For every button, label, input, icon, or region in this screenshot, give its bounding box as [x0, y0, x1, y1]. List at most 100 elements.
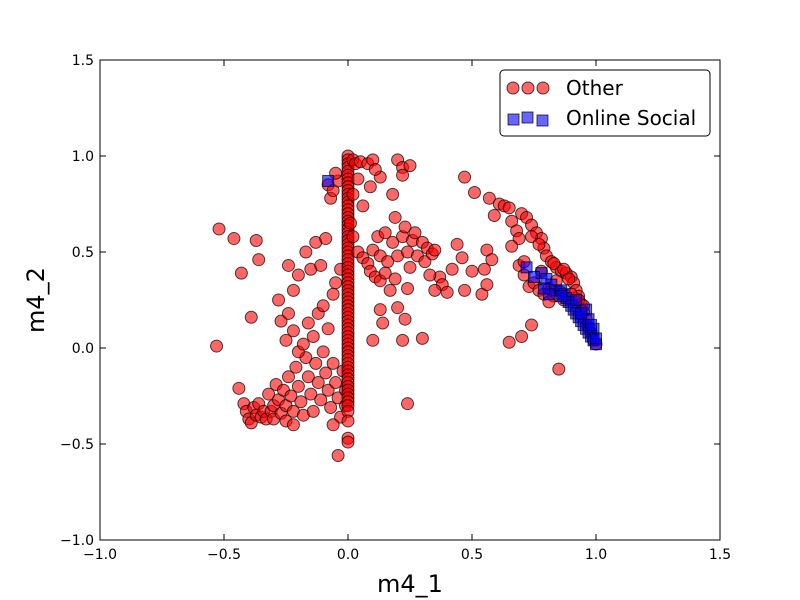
x-tick-label: −0.5 [207, 547, 241, 563]
data-point-other [341, 435, 355, 449]
data-point-other [341, 414, 355, 428]
data-point-other [281, 306, 295, 320]
x-tick-label: 0.5 [461, 547, 483, 563]
x-tick-label: 0.0 [337, 547, 359, 563]
data-point-other [547, 257, 561, 271]
data-point-other [331, 449, 345, 463]
data-point-other [291, 268, 305, 282]
plot-frame [99, 59, 721, 541]
data-point-other [423, 268, 437, 282]
data-point-other [487, 209, 501, 223]
data-point-other [386, 235, 400, 249]
data-point-other [309, 356, 323, 370]
data-point-other [324, 401, 338, 415]
data-point-other [458, 170, 472, 184]
data-point-other [252, 253, 266, 267]
data-point-other [477, 262, 491, 276]
data-point-other [482, 191, 496, 205]
data-point-other [465, 264, 479, 278]
axis-ticks: −1.0 −0.5 0.0 0.5 1.0 1.5 −1.0 −0.5 0.0 0.5 1.0 1.5 [60, 53, 731, 563]
data-point-other [311, 376, 325, 390]
data-point-other [301, 316, 315, 330]
y-tick-label: −1.0 [60, 533, 94, 549]
data-point-other [398, 220, 412, 234]
data-point-online-social [555, 290, 568, 303]
data-point-other [329, 276, 343, 290]
data-point-other [391, 301, 405, 315]
data-point-other [286, 283, 300, 297]
data-point-online-social [590, 332, 602, 345]
data-point-other [401, 281, 415, 295]
data-point-other [398, 312, 412, 326]
data-point-other [314, 258, 328, 272]
data-point-other [281, 370, 295, 384]
data-point-other [346, 187, 360, 201]
y-tick-label: 0.5 [72, 245, 94, 261]
data-point-online-social [570, 294, 583, 306]
y-axis-label: m4_2 [22, 267, 50, 333]
data-point-other [210, 339, 224, 353]
data-point-other [326, 356, 340, 370]
x-tick-label: 1.0 [585, 547, 607, 563]
data-point-other [428, 243, 442, 257]
data-point-online-social [322, 174, 335, 187]
data-point-other [326, 287, 340, 301]
data-point-other [279, 333, 293, 347]
data-point-other [272, 293, 286, 307]
data-point-other [212, 222, 226, 236]
data-point-other [321, 322, 335, 336]
data-point-other [314, 393, 328, 407]
data-point-other [286, 418, 300, 432]
data-point-other [376, 316, 390, 330]
data-point-other [552, 362, 566, 376]
data-point-other [363, 180, 377, 194]
data-point-online-social [537, 282, 550, 295]
data-point-other [326, 418, 340, 432]
data-point-other [368, 162, 382, 176]
data-point-other [408, 226, 422, 240]
data-point-other [415, 331, 429, 345]
y-tick-label: 0.0 [72, 341, 94, 357]
legend-marker-online-social [507, 111, 549, 127]
data-point-other [249, 233, 263, 247]
data-point-other [366, 333, 380, 347]
data-point-other [403, 159, 417, 173]
data-point-other [562, 272, 576, 286]
legend-box [499, 69, 711, 137]
data-point-other [306, 329, 320, 343]
data-point-other [306, 404, 320, 418]
data-point-other [356, 199, 370, 213]
data-point-other [485, 253, 499, 267]
data-point-other [316, 345, 330, 359]
data-point-other [396, 168, 410, 182]
data-point-other [386, 187, 400, 201]
data-point-other [294, 395, 308, 409]
x-tick-label: 1.5 [709, 547, 731, 563]
data-point-other [502, 201, 516, 215]
data-point-other [291, 379, 305, 393]
legend-label-other: Other [566, 76, 624, 100]
data-point-other [515, 329, 529, 343]
data-point-other [467, 185, 481, 199]
data-point-other [296, 337, 310, 351]
data-point-other [316, 299, 330, 313]
x-tick-label: −1.0 [83, 547, 117, 563]
data-point-other [227, 232, 241, 246]
data-points [210, 149, 603, 463]
data-point-other [319, 366, 333, 380]
data-point-other [346, 230, 360, 244]
y-tick-label: −0.5 [60, 437, 94, 453]
y-tick-label: 1.5 [72, 53, 94, 69]
data-point-other [329, 376, 343, 390]
data-point-online-social [520, 261, 533, 274]
data-point-other [502, 335, 516, 349]
data-point-other [281, 258, 295, 272]
data-point-other [403, 260, 417, 274]
data-point-online-social [585, 318, 598, 331]
data-point-other [378, 226, 392, 240]
data-point-other [455, 251, 469, 265]
data-point-other [480, 278, 494, 292]
data-point-other [284, 389, 298, 403]
data-point-other [401, 397, 415, 411]
data-point-other [440, 285, 454, 299]
